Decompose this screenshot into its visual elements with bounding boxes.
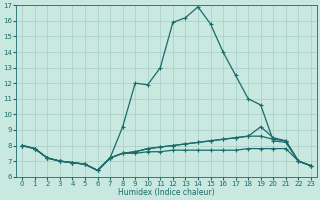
X-axis label: Humidex (Indice chaleur): Humidex (Indice chaleur) (118, 188, 215, 197)
